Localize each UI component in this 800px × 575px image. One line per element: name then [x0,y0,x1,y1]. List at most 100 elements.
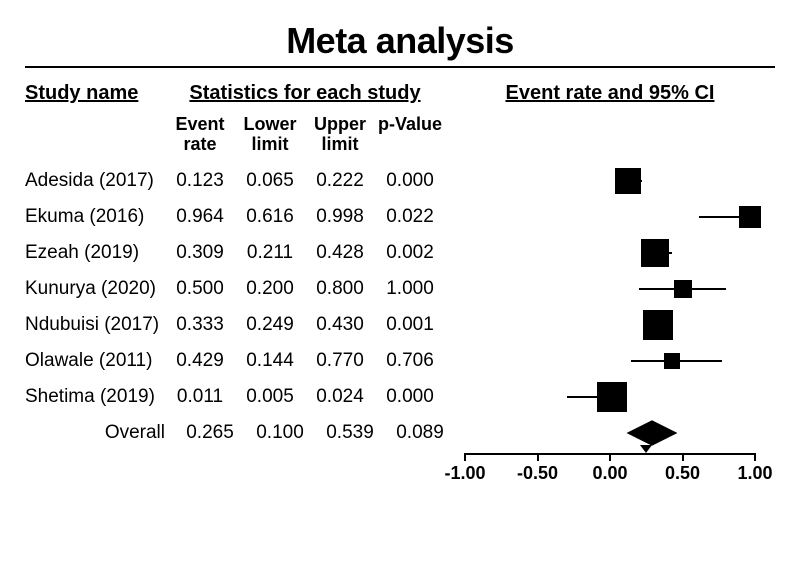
subheader-upper-limit: Upperlimit [305,115,375,155]
cell-upper-limit: 0.770 [305,350,375,372]
plot-area [465,271,755,307]
subheader-event-rate: Eventrate [165,115,235,155]
cell-p-value: 0.000 [375,386,445,408]
study-row: Kunurya (2020)0.5000.2000.8001.000 [25,271,775,307]
cell-lower-limit: 0.100 [245,422,315,444]
cell-upper-limit: 0.222 [305,170,375,192]
point-square [641,239,669,267]
plot-cell [445,379,775,415]
axis-tick [537,453,539,461]
study-row: Ekuma (2016)0.9640.6160.9980.022 [25,199,775,235]
axis-tick-label: 0.50 [665,463,700,484]
header-study-name: Study name [25,82,165,105]
cell-lower-limit: 0.005 [235,386,305,408]
subheader-plot-spacer [445,115,775,155]
cell-p-value: 0.000 [375,170,445,192]
axis-tick [682,453,684,461]
axis-tick [754,453,756,461]
overall-row: Overall0.2650.1000.5390.089 [25,415,775,451]
cell-upper-limit: 0.430 [305,314,375,336]
forest-rows: Adesida (2017)0.1230.0650.2220.000Ekuma … [25,163,775,451]
cell-p-value: 0.706 [375,350,445,372]
axis-inner: -1.00-0.500.000.501.00 [465,451,755,491]
cell-p-value: 0.089 [385,422,455,444]
axis-tick-label: -0.50 [517,463,558,484]
cell-upper-limit: 0.024 [305,386,375,408]
cell-event-rate: 0.429 [165,350,235,372]
cell-upper-limit: 0.800 [305,278,375,300]
study-row: Ezeah (2019)0.3090.2110.4280.002 [25,235,775,271]
plot-area [465,199,755,235]
axis-tick [609,453,611,461]
subheader-spacer [25,115,165,155]
axis-tick [464,453,466,461]
cell-lower-limit: 0.065 [235,170,305,192]
cell-event-rate: 0.500 [165,278,235,300]
plot-area [465,343,755,379]
study-name: Ekuma (2016) [25,206,165,228]
axis-plot-area: -1.00 -0.50 0.00 0.50 1.00 [445,451,775,491]
overall-label: Overall [25,422,175,444]
study-name: Ezeah (2019) [25,242,165,264]
sub-headers: Eventrate Lowerlimit Upperlimit p-Value [25,115,775,155]
axis-reference-marker [640,445,652,453]
subheader-p-value: p-Value [375,115,445,155]
cell-p-value: 0.022 [375,206,445,228]
axis-tick-label: 0.00 [592,463,627,484]
plot-cell [445,235,775,271]
cell-lower-limit: 0.211 [235,242,305,264]
plot-cell [455,415,775,451]
study-row: Olawale (2011)0.4290.1440.7700.706 [25,343,775,379]
study-row: Shetima (2019)0.0110.0050.0240.000 [25,379,775,415]
point-square [674,280,692,298]
cell-event-rate: 0.333 [165,314,235,336]
cell-lower-limit: 0.249 [235,314,305,336]
overall-diamond [627,420,678,445]
plot-cell [445,271,775,307]
axis-tick-label: -1.00 [444,463,485,484]
study-name: Kunurya (2020) [25,278,165,300]
title-divider [25,66,775,68]
point-square [664,353,680,369]
cell-event-rate: 0.964 [165,206,235,228]
axis-spacer-1 [25,451,165,491]
cell-event-rate: 0.265 [175,422,245,444]
plot-area [465,379,755,415]
cell-upper-limit: 0.428 [305,242,375,264]
axis-row: -1.00 -0.50 0.00 0.50 1.00 [25,451,775,491]
study-name: Adesida (2017) [25,170,165,192]
header-statistics: Statistics for each study [165,82,445,105]
study-name: Shetima (2019) [25,386,165,408]
point-square [597,382,627,412]
column-headers: Study name Statistics for each study Eve… [25,82,775,105]
point-square [643,310,673,340]
plot-cell [445,163,775,199]
point-square [739,206,761,228]
plot-cell [445,199,775,235]
plot-area [465,235,755,271]
cell-upper-limit: 0.539 [315,422,385,444]
plot-area [465,307,755,343]
cell-p-value: 0.002 [375,242,445,264]
cell-p-value: 0.001 [375,314,445,336]
plot-area [475,415,755,451]
cell-lower-limit: 0.616 [235,206,305,228]
chart-title: Meta analysis [25,20,775,62]
cell-event-rate: 0.123 [165,170,235,192]
point-square [615,168,641,194]
header-forest-plot: Event rate and 95% CI [445,82,775,105]
plot-area [465,163,755,199]
cell-event-rate: 0.011 [165,386,235,408]
cell-event-rate: 0.309 [165,242,235,264]
cell-upper-limit: 0.998 [305,206,375,228]
axis-tick-label: 1.00 [737,463,772,484]
plot-cell [445,307,775,343]
study-row: Adesida (2017)0.1230.0650.2220.000 [25,163,775,199]
study-name: Olawale (2011) [25,350,165,372]
cell-lower-limit: 0.200 [235,278,305,300]
study-name: Ndubuisi (2017) [25,314,165,336]
study-row: Ndubuisi (2017)0.3330.2490.4300.001 [25,307,775,343]
subheader-lower-limit: Lowerlimit [235,115,305,155]
cell-p-value: 1.000 [375,278,445,300]
cell-lower-limit: 0.144 [235,350,305,372]
